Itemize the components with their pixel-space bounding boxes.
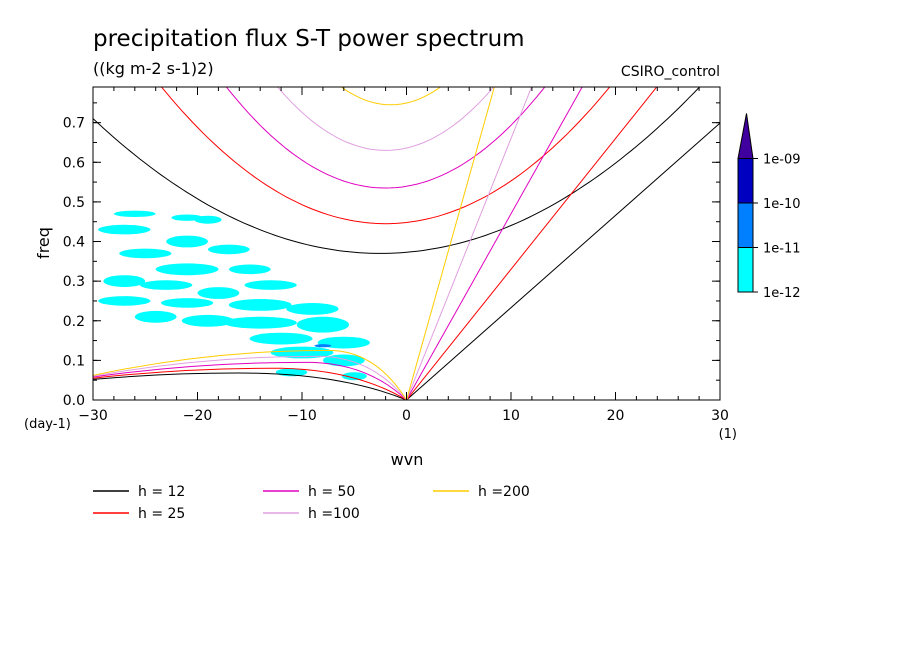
colorbar-segment-2	[737, 158, 754, 204]
wig-curve-h200	[340, 87, 442, 106]
shaded-region-2	[194, 215, 222, 224]
shaded-region-17	[134, 310, 177, 323]
x-axis-unit: (1)	[719, 427, 737, 442]
shaded-region-3	[98, 224, 151, 235]
shaded-region-11	[244, 280, 297, 290]
chart-subtitle: ((kg m-2 s-1)2)	[93, 59, 214, 78]
mrg-curve-h100	[93, 355, 407, 400]
shaded-region-10	[140, 280, 193, 290]
legend: h = 12 h = 25 h = 50 h =100 h =200	[93, 484, 530, 522]
kelvin-line-h100	[406, 87, 533, 400]
legend-label-4: h =200	[478, 484, 530, 500]
shaded-region-20	[296, 316, 349, 333]
shaded-region-7	[228, 264, 271, 275]
mrg-curve-h200	[93, 349, 407, 400]
colorbar-label-0: 1e-12	[763, 286, 801, 301]
y-axis-label: freq	[34, 227, 53, 259]
shaded-region-6	[119, 248, 172, 259]
x-axis-label: wvn	[391, 450, 424, 469]
shaded-region-16	[286, 303, 339, 315]
x-tick-label-1: −20	[183, 408, 213, 424]
y-tick-label-0: 0.0	[63, 393, 85, 409]
mrg-curve-h25	[93, 367, 407, 400]
kelvin-line-h200	[406, 87, 495, 400]
shaded-region-5	[207, 244, 250, 255]
x-tick-label-0: −30	[78, 408, 108, 424]
run-label: CSIRO_control	[621, 64, 720, 80]
kelvin-line-h50	[406, 87, 583, 400]
y-tick-label-2: 0.2	[63, 314, 85, 330]
legend-label-3: h =100	[308, 506, 360, 522]
kelvin-line-h12	[406, 122, 720, 400]
wig-curve-h12	[93, 87, 701, 254]
x-tick-label-2: −10	[287, 408, 317, 424]
wig-curve-h50	[225, 87, 546, 189]
shaded-region-27	[314, 344, 332, 348]
colorbar-extension-arrow	[737, 113, 754, 159]
wig-curve-h25	[160, 87, 611, 225]
kelvin-line-h25	[406, 87, 658, 400]
shaded-regions	[98, 210, 370, 381]
wig-curve-h100	[277, 87, 495, 151]
colorbar-label-1: 1e-11	[763, 242, 801, 257]
shaded-region-21	[249, 332, 313, 345]
y-tick-label-6: 0.6	[63, 155, 85, 171]
y-tick-label-4: 0.4	[63, 235, 85, 251]
colorbar-label-3: 1e-09	[763, 153, 801, 168]
y-tick-label-7: 0.7	[63, 116, 85, 132]
shaded-region-13	[98, 296, 151, 306]
x-tick-label-4: 10	[502, 408, 520, 424]
x-tick-label-5: 20	[607, 408, 625, 424]
shaded-region-12	[197, 287, 240, 299]
shaded-region-0	[113, 210, 156, 217]
shaded-region-4	[166, 235, 209, 248]
chart-title: precipitation flux S-T power spectrum	[93, 26, 525, 52]
y-tick-label-3: 0.3	[63, 274, 85, 290]
legend-label-1: h = 25	[138, 506, 185, 522]
shaded-region-9	[103, 275, 146, 287]
mrg-curve-h12	[93, 372, 407, 400]
y-tick-label-1: 0.1	[63, 353, 85, 369]
dispersion-curves	[93, 87, 720, 400]
x-tick-label-3: 0	[402, 408, 411, 424]
axis-ticks: −30 −20 −10 0 10 20 30 0.0 0.1 0.2 0.3 0.4 0.5 0.6 0.7	[63, 87, 729, 424]
y-tick-label-5: 0.5	[63, 195, 85, 211]
colorbar-label-2: 1e-10	[763, 197, 801, 212]
shaded-region-23	[270, 346, 334, 359]
colorbar-segment-1	[737, 202, 754, 248]
shaded-region-18	[181, 314, 234, 327]
x-tick-label-6: 30	[711, 408, 729, 424]
shaded-region-14	[161, 298, 214, 308]
legend-label-2: h = 50	[308, 484, 355, 500]
shaded-region-19	[223, 316, 297, 329]
shaded-region-26	[341, 372, 367, 381]
mrg-curve-h50	[93, 361, 407, 400]
colorbar-segment-0	[737, 247, 754, 293]
legend-label-0: h = 12	[138, 484, 185, 500]
shaded-region-8	[155, 263, 219, 276]
shaded-region-15	[228, 299, 292, 311]
colorbar: 1e-12 1e-11 1e-10 1e-09	[737, 113, 801, 301]
y-axis-unit: (day-1)	[24, 417, 71, 432]
